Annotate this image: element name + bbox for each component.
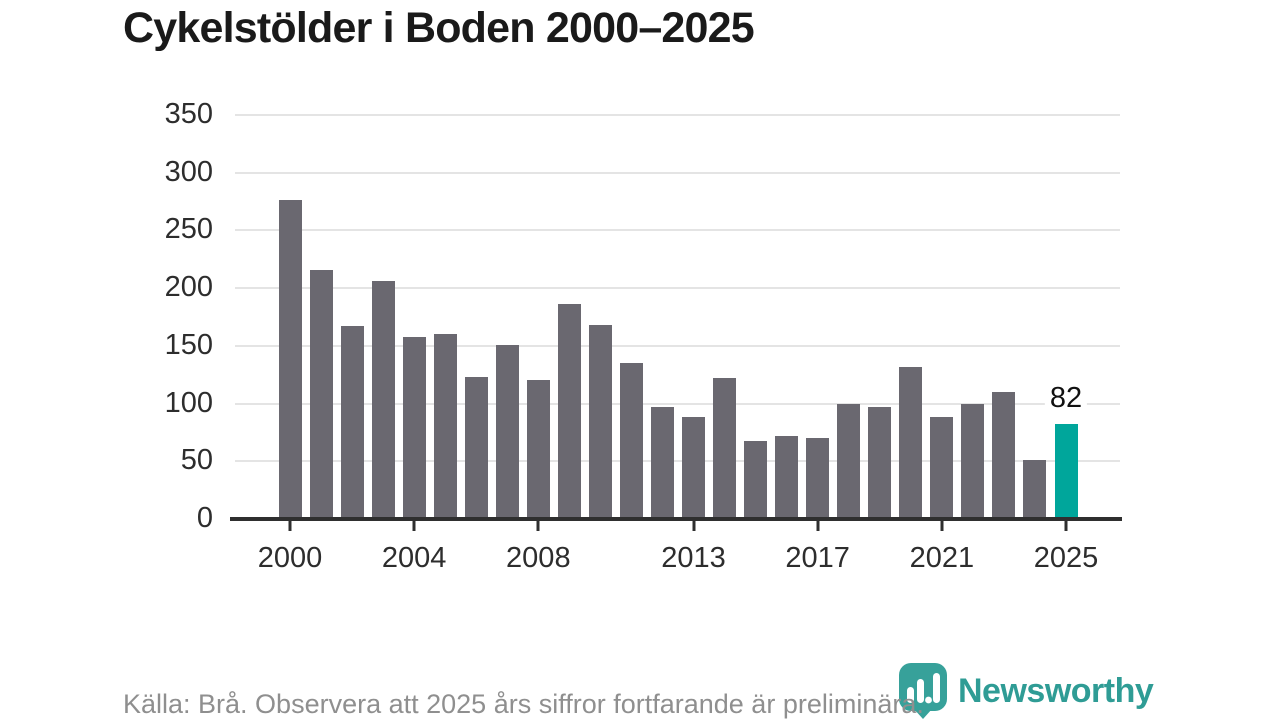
gridline-300 [235,171,1120,174]
bar-2020 [899,367,922,519]
x-axis-label-2004: 2004 [381,542,447,574]
bar-2010 [589,325,612,519]
bar-2023 [992,392,1015,519]
bar-2017 [806,438,829,519]
x-axis-tick-2025 [1064,521,1068,531]
x-axis-label-2025: 2025 [1033,542,1099,574]
y-axis-label-0: 0 [196,501,213,534]
y-axis-label-50: 50 [180,444,213,477]
gridline-150 [235,344,1120,347]
bar-2007 [496,345,519,519]
x-axis-label-2013: 2013 [661,542,726,574]
bar-2009 [558,304,581,519]
y-axis-label-350: 350 [164,97,213,130]
gridline-200 [235,287,1120,290]
gridline-50 [235,460,1120,463]
source-note: Källa: Brå. Observera att 2025 års siffr… [123,689,924,719]
bar-2006 [465,377,488,519]
bar-2025 [1055,424,1078,519]
bar-2015 [744,441,767,519]
y-axis-label-300: 300 [164,155,213,188]
bar-2005 [434,334,457,519]
bar-2016 [775,436,798,519]
bar-value-label: 82 [1044,383,1088,415]
bar-2018 [837,404,860,519]
x-axis-tick-2004 [412,521,416,531]
newsworthy-bubble-chart-icon [899,663,947,719]
bar-2024 [1023,460,1046,519]
x-axis-tick-2013 [692,521,696,531]
x-axis-tick-2017 [816,521,820,531]
bar-2008 [527,380,550,519]
x-axis-label-2021: 2021 [909,542,975,574]
bar-2022 [961,404,984,519]
gridline-350 [235,114,1120,116]
y-axis-label-250: 250 [164,213,213,246]
gridline-100 [235,402,1120,405]
newsworthy-logo: Newsworthy [897,662,1154,719]
bar-2001 [310,270,333,519]
x-axis-tick-2021 [940,521,944,531]
x-axis-label-2017: 2017 [785,542,850,574]
gridline-250 [235,229,1120,232]
bar-2012 [651,407,674,519]
chart-title: Cykelstölder i Boden 2000–2025 [123,4,755,52]
bar-2014 [713,378,736,519]
y-axis-label-200: 200 [164,270,213,303]
x-axis-tick-2008 [536,521,540,531]
bar-2000 [279,200,302,519]
bar-2003 [372,281,395,519]
x-axis-tick-2000 [288,521,292,531]
bar-2004 [403,337,426,519]
x-axis-label-2008: 2008 [506,542,571,574]
x-axis-line [230,517,1122,521]
bar-2021 [930,417,953,519]
bar-2002 [341,326,364,519]
y-axis-label-150: 150 [164,328,213,361]
newsworthy-wordmark: Newsworthy [958,671,1154,710]
bar-2011 [620,363,643,519]
bar-2013 [682,417,705,519]
y-axis-label-100: 100 [164,386,213,419]
x-axis-label-2000: 2000 [257,542,323,574]
bar-2019 [868,407,891,519]
